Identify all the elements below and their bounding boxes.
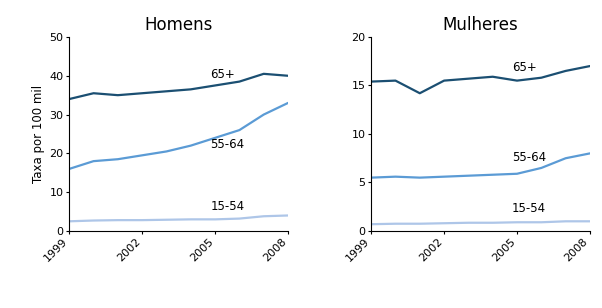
Text: 15-54: 15-54 [210,200,244,213]
Text: 15-54: 15-54 [512,202,546,215]
Title: Mulheres: Mulheres [442,16,518,34]
Text: 55-64: 55-64 [512,151,546,164]
Text: 65+: 65+ [210,68,235,81]
Y-axis label: Taxa por 100 mil: Taxa por 100 mil [33,85,45,183]
Text: 55-64: 55-64 [210,138,244,151]
Text: 65+: 65+ [512,61,537,74]
Title: Homens: Homens [144,16,213,34]
